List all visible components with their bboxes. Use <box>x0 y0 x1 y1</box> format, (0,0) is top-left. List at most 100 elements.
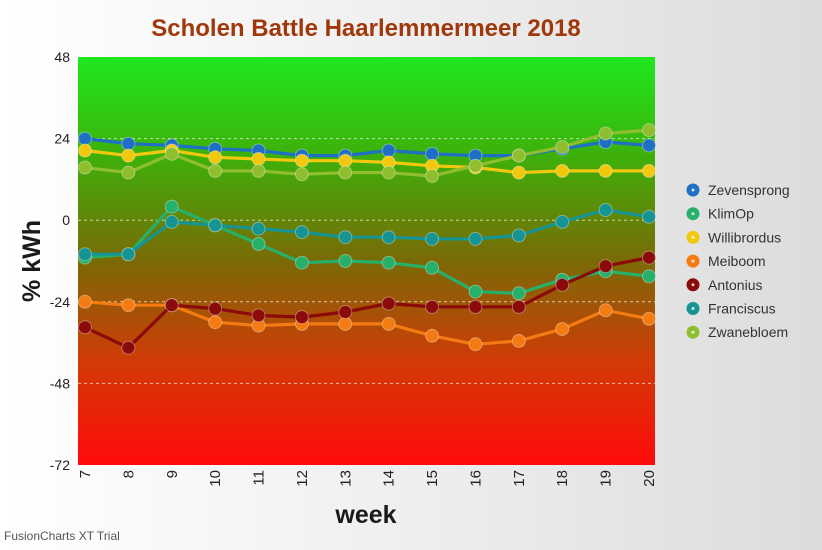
data-point[interactable] <box>251 237 266 251</box>
data-point[interactable] <box>642 163 656 178</box>
y-tick-label: 48 <box>54 49 70 65</box>
legend-label: Zwanebloem <box>708 324 788 340</box>
data-point[interactable] <box>511 228 526 243</box>
data-point[interactable] <box>642 250 656 265</box>
legend-item[interactable]: Willibrordus <box>686 229 782 245</box>
data-point[interactable] <box>164 298 179 313</box>
data-point[interactable] <box>251 221 266 236</box>
data-point[interactable] <box>338 316 353 331</box>
data-point[interactable] <box>511 148 526 163</box>
data-point[interactable] <box>338 165 353 180</box>
data-point[interactable] <box>121 298 136 313</box>
data-point[interactable] <box>425 328 440 343</box>
data-point[interactable] <box>78 247 92 262</box>
data-point[interactable] <box>642 123 656 138</box>
data-point[interactable] <box>598 163 613 178</box>
data-point[interactable] <box>511 333 526 348</box>
x-tick-label: 10 <box>207 470 224 487</box>
data-point[interactable] <box>338 305 353 319</box>
data-point[interactable] <box>511 286 526 301</box>
data-point[interactable] <box>642 138 656 153</box>
legend-item[interactable]: KlimOp <box>686 206 755 222</box>
data-point[interactable] <box>121 136 136 151</box>
data-point[interactable] <box>164 199 179 214</box>
data-point[interactable] <box>208 301 223 316</box>
data-point[interactable] <box>381 296 396 311</box>
data-point[interactable] <box>381 230 396 245</box>
data-point[interactable] <box>642 269 656 284</box>
data-point[interactable] <box>208 163 223 178</box>
data-point[interactable] <box>468 337 483 352</box>
data-point[interactable] <box>78 143 92 158</box>
data-point[interactable] <box>555 163 570 178</box>
data-point[interactable] <box>208 315 223 330</box>
data-point[interactable] <box>294 167 309 182</box>
data-point[interactable] <box>642 209 656 224</box>
legend-marker-dot <box>691 212 695 216</box>
data-point[interactable] <box>121 165 136 180</box>
data-point[interactable] <box>511 165 526 180</box>
x-tick-label: 19 <box>598 470 615 487</box>
series-zwanebloem <box>78 123 656 183</box>
data-point[interactable] <box>555 277 570 292</box>
data-point[interactable] <box>251 152 266 166</box>
data-point[interactable] <box>78 294 92 309</box>
data-point[interactable] <box>294 225 309 240</box>
legend-marker-dot <box>691 283 695 287</box>
data-point[interactable] <box>121 148 136 163</box>
legend-item[interactable]: Franciscus <box>686 301 776 317</box>
data-point[interactable] <box>425 260 440 275</box>
data-point[interactable] <box>381 316 396 331</box>
y-tick-label: 24 <box>54 131 70 147</box>
x-tick-label: 11 <box>251 470 268 486</box>
data-point[interactable] <box>468 158 483 173</box>
data-point[interactable] <box>381 143 396 158</box>
series-line <box>85 208 650 256</box>
data-point[interactable] <box>468 231 483 246</box>
legend-item[interactable]: Zwanebloem <box>686 324 789 340</box>
data-point[interactable] <box>468 284 483 299</box>
data-point[interactable] <box>381 165 396 180</box>
x-tick-label: 16 <box>467 470 484 487</box>
legend-item[interactable]: Antonius <box>686 277 763 293</box>
data-point[interactable] <box>121 247 136 262</box>
data-point[interactable] <box>121 340 136 355</box>
y-axis-title: % kWh <box>18 220 46 302</box>
legend-item[interactable]: Zevensprong <box>686 182 790 198</box>
data-point[interactable] <box>381 255 396 270</box>
data-point[interactable] <box>294 153 309 168</box>
data-point[interactable] <box>294 255 309 270</box>
data-point[interactable] <box>425 169 440 183</box>
data-point[interactable] <box>294 310 309 325</box>
data-point[interactable] <box>425 299 440 314</box>
data-point[interactable] <box>598 259 613 274</box>
data-point[interactable] <box>425 231 440 246</box>
series-line <box>84 256 650 350</box>
data-point[interactable] <box>425 146 440 161</box>
data-point[interactable] <box>164 214 179 229</box>
data-point[interactable] <box>208 218 223 233</box>
data-point[interactable] <box>598 203 613 217</box>
y-tick-label: -72 <box>50 457 70 473</box>
data-point[interactable] <box>78 160 92 175</box>
data-point[interactable] <box>338 254 353 268</box>
data-point[interactable] <box>78 131 92 146</box>
data-point[interactable] <box>251 308 266 323</box>
data-point[interactable] <box>598 303 613 318</box>
data-point[interactable] <box>468 299 483 314</box>
data-point[interactable] <box>78 320 92 335</box>
data-point[interactable] <box>208 150 223 165</box>
data-point[interactable] <box>511 299 526 314</box>
legend-item[interactable]: Meiboom <box>686 253 766 269</box>
data-point[interactable] <box>642 311 656 326</box>
data-point[interactable] <box>338 230 353 245</box>
data-point[interactable] <box>164 146 179 161</box>
data-point[interactable] <box>251 163 266 178</box>
data-point[interactable] <box>338 153 353 168</box>
data-point[interactable] <box>555 140 570 155</box>
data-point[interactable] <box>598 126 613 141</box>
data-point[interactable] <box>555 322 570 336</box>
legend-marker-dot <box>691 330 695 334</box>
data-point[interactable] <box>555 214 570 229</box>
